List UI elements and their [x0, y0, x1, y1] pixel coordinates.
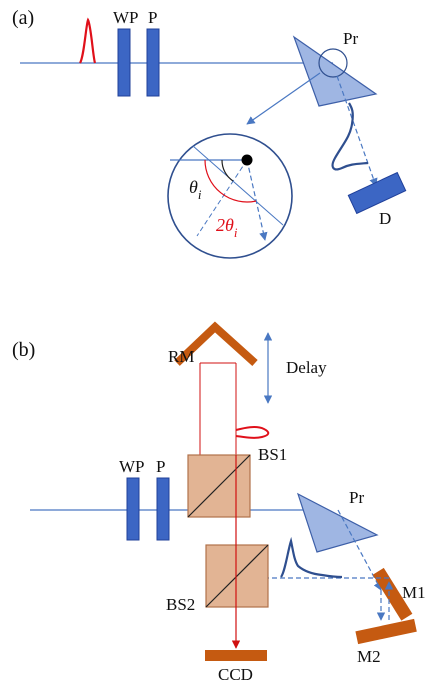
- mirror-m2: [355, 618, 417, 645]
- panel-b: (b) RM Delay WP P BS1 Pr M1: [12, 321, 425, 684]
- prism-a: [292, 35, 378, 107]
- panel-a-tag: (a): [12, 7, 34, 29]
- detector-d: [347, 171, 407, 215]
- mirror-m1: [372, 567, 413, 621]
- magnified-normal: [196, 159, 248, 237]
- retroreflector-rm: [174, 321, 258, 366]
- bs1-diagonal: [187, 454, 251, 518]
- angle-two-theta-arc: [204, 159, 257, 203]
- magnified-prism-face: [192, 145, 284, 226]
- label-ccd: CCD: [218, 665, 253, 684]
- blue-pulse-a: [331, 102, 369, 171]
- waveplate-a: [117, 28, 131, 97]
- label-delay: Delay: [286, 358, 327, 377]
- polarizer-b: [156, 477, 170, 541]
- waveplate-b: [126, 477, 140, 541]
- prism-b: [296, 492, 379, 553]
- label-p-b: P: [156, 457, 165, 476]
- beam-prism-to-m1: [337, 509, 382, 591]
- polarizer-a: [146, 28, 160, 97]
- output-beam-a: [336, 75, 378, 187]
- label-bs1: BS1: [258, 445, 287, 464]
- bs2-diagonal: [205, 544, 269, 608]
- magnified-view: θi 2θi: [167, 133, 293, 259]
- label-d: D: [379, 209, 391, 228]
- label-theta-i: θi: [189, 177, 202, 202]
- label-bs2: BS2: [166, 595, 195, 614]
- magnified-circle: [167, 133, 293, 259]
- magnify-arrow: [246, 72, 321, 125]
- panel-b-tag: (b): [12, 339, 35, 361]
- blue-pulse-b: [280, 536, 343, 579]
- ccd-detector: [205, 650, 267, 661]
- red-pulse-a: [78, 17, 97, 64]
- label-wp-a: WP: [113, 8, 139, 27]
- label-p-a: P: [148, 8, 157, 27]
- label-m1: M1: [402, 583, 425, 602]
- angle-theta-arc: [221, 159, 234, 182]
- label-m2: M2: [357, 647, 381, 666]
- zoom-region-circle: [318, 48, 348, 78]
- red-pulse-b: [235, 426, 270, 439]
- label-rm: RM: [168, 347, 194, 366]
- label-wp-b: WP: [119, 457, 145, 476]
- incidence-point: [241, 154, 253, 166]
- magnified-reflected-ray: [246, 159, 268, 241]
- label-two-theta-i: 2θi: [216, 215, 238, 240]
- label-pr-b: Pr: [349, 488, 364, 507]
- panel-a: (a) WP P Pr D: [12, 7, 407, 259]
- label-pr-a: Pr: [343, 29, 358, 48]
